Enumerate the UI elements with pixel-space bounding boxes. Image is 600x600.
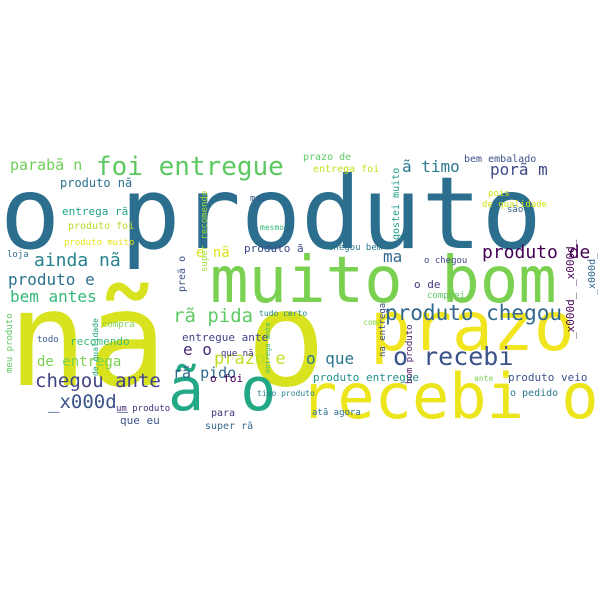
cloud-word-produto-veio: produto veio	[508, 371, 587, 384]
cloud-word-de-qualidade-2: de qualidade	[91, 318, 100, 376]
cloud-word-sao: são	[507, 205, 523, 215]
cloud-word-entrega-ante: entrega ante	[264, 322, 272, 373]
cloud-word-produto-de: produto de	[482, 242, 590, 263]
cloud-word-produto-muito: produto muito	[64, 238, 134, 248]
cloud-word-paraba-n: parabã n	[10, 156, 82, 174]
cloud-word-bem-antes: bem antes	[10, 287, 97, 306]
cloud-word-comprei: comprei	[427, 291, 465, 301]
cloud-word-loja: loja	[7, 250, 29, 260]
cloud-word-ante: ante	[474, 374, 493, 383]
cloud-word-de-entrega: de entrega	[37, 354, 121, 370]
cloud-word-prazo: prazo	[370, 288, 575, 367]
cloud-word-para: para	[211, 408, 235, 419]
cloud-word-e-o: e o	[183, 340, 212, 359]
cloud-word-como: como	[363, 318, 382, 327]
cloud-word-que-na: que nã	[221, 349, 254, 359]
cloud-word-produto-entregue: produto entregue	[313, 371, 419, 384]
cloud-word-produto-a: produto ã	[244, 242, 304, 255]
cloud-word-ainda-na: ainda nã	[34, 250, 121, 271]
cloud-word-produto-na: produto nã	[60, 176, 132, 190]
cloud-word-muito-bom: muito bom	[210, 244, 557, 318]
cloud-word-ata-agora: atã agora	[312, 408, 361, 418]
cloud-word-e-na: e nã	[196, 245, 230, 261]
cloud-word-a-timo: ã timo	[402, 157, 460, 176]
cloud-word-pora-m: porã m	[490, 160, 548, 179]
cloud-word-timo-produto: timo produto	[257, 389, 315, 398]
cloud-word-mai: mai	[250, 194, 266, 204]
cloud-word-o-recebi: o recebi	[393, 342, 513, 371]
cloud-word-x000d-vertical: _x000d_	[587, 252, 598, 295]
cloud-word-x000d-x000d: _x000d_ _x000d_	[564, 239, 577, 339]
cloud-word-chegou-bem: chegou bem	[328, 243, 382, 253]
cloud-word-x000d: _x000d_	[48, 391, 129, 413]
cloud-word-produto-foi: produto foi	[68, 221, 134, 232]
cloud-word-o-de: o de	[414, 278, 441, 291]
cloud-word-meu-produto: meu produto	[5, 313, 15, 373]
cloud-word-o-foi: o foi	[210, 372, 243, 385]
cloud-word-tudo-certo: tudo certo	[259, 309, 307, 318]
cloud-word-o-chegou: o chegou	[424, 256, 467, 266]
cloud-word-a-o: ã o	[168, 355, 276, 425]
cloud-word-produto-chegou: produto chegou	[385, 301, 562, 325]
cloud-word-todo: todo	[37, 335, 59, 345]
cloud-word-recebi-o: recebi o	[300, 360, 599, 433]
cloud-word-um-produto: um produto	[116, 404, 170, 414]
cloud-word-gostei-muito: gostei muito	[391, 168, 402, 240]
cloud-word-super-recomendo: super recomendo	[200, 191, 210, 272]
cloud-word-chegou-ante: chegou ante	[35, 370, 161, 392]
cloud-word-que-eu: que eu	[120, 414, 160, 427]
cloud-word-o-pedido: o pedido	[510, 388, 558, 399]
cloud-word-bom-produto: bom produto	[405, 324, 415, 384]
cloud-word-entregue-ante: entregue ante	[182, 331, 268, 344]
cloud-word-na-o: nã o	[8, 263, 326, 417]
cloud-word-pois: pois	[488, 189, 510, 199]
cloud-word-mesmo: mesmo	[260, 223, 284, 232]
cloud-word-de-qualidade-1: de qualidade	[482, 200, 547, 210]
cloud-word-o-produto: o produto	[0, 155, 542, 272]
cloud-word-entrega-foi: entrega foi	[313, 164, 379, 175]
cloud-word-recomendo: recomendo	[70, 335, 130, 348]
cloud-word-na-entrega: na entrega	[378, 303, 388, 357]
cloud-word-prea-o: preã o	[177, 256, 188, 292]
cloud-word-ra-pido: rã pido	[173, 364, 236, 382]
cloud-word-entrega-ra: entrega rã	[62, 205, 128, 218]
cloud-word-foi-entregue: foi entregue	[96, 152, 284, 182]
cloud-word-ra-pida: rã pida	[173, 305, 253, 327]
cloud-word-bem-embalado: bem embalado	[464, 154, 536, 165]
cloud-word-prazo-de: prazo de	[303, 152, 351, 163]
cloud-word-super-ra: super rã	[205, 421, 253, 432]
cloud-word-produto-e: produto e	[8, 270, 95, 289]
cloud-word-o-que: o que	[306, 349, 354, 368]
cloud-word-compra: compra	[102, 320, 135, 330]
cloud-word-prazo-e: prazo e	[214, 349, 286, 369]
cloud-word-ma: ma	[383, 247, 402, 266]
